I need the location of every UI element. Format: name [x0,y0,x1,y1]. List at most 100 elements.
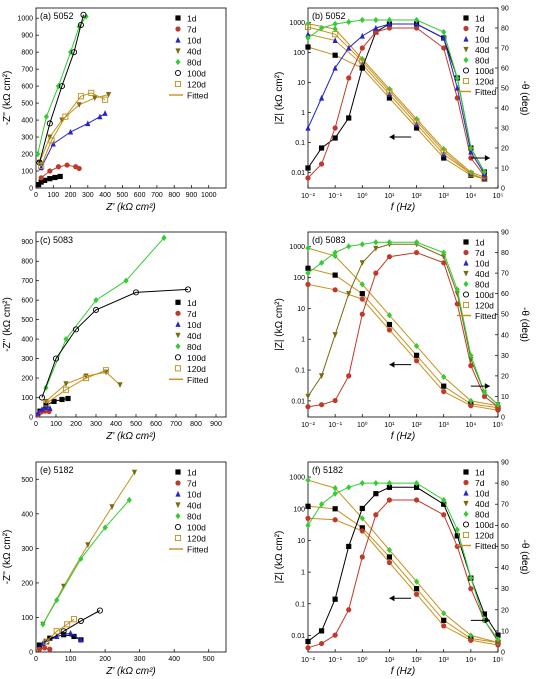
impedance-point-120d [467,170,474,177]
data-point-100d [77,21,84,29]
impedance-point-1d [305,44,311,50]
phase-point-7d [305,645,311,651]
y-tick-label: 1 [301,110,305,117]
panel-title: (b) 5052 [312,11,346,21]
y2-tick-label: 90 [501,230,509,237]
x-tick-label: 10³ [439,657,450,664]
legend-marker-40d [175,502,181,509]
data-point-100d [70,49,78,56]
phase-point-7d [413,497,420,503]
y-tick-label: 600 [21,298,33,305]
legend-label-120d: 120d [187,534,206,544]
phase-point-7d [454,301,460,307]
phase-point-80d [332,20,338,28]
y-tick-label: 300 [21,356,33,363]
impedance-point-120d [304,23,312,31]
legend-marker-1d [463,15,469,21]
data-point-10d [50,140,56,147]
legend-marker-10d [463,489,469,496]
y2-tick-label: 0 [501,186,505,193]
phase-point-80d [495,636,501,643]
data-point-40d [83,373,89,380]
y-tick-label: 0 [29,186,33,193]
phase-fit-80d [307,19,485,173]
y-tick-label: 100 [21,395,33,402]
data-point-120d [88,89,95,96]
data-point-1d [38,179,44,185]
y-tick-label: 600 [21,84,33,91]
x-tick-label: 600 [150,421,162,428]
phase-point-7d [332,125,338,131]
data-point-10d [85,120,91,127]
fit-line-80d [45,237,165,388]
data-point-100d [184,286,192,293]
y2-tick-label: 10 [501,628,509,635]
legend-marker-100d [174,523,182,531]
y-tick-label: 10 [297,538,305,545]
phase-point-7d [441,512,447,518]
data-point-100d [46,120,53,127]
phase-point-80d [454,286,460,293]
plot-frame [35,231,227,418]
data-point-7d [36,646,43,652]
x-tick-label: 500 [203,656,215,663]
x-tick-label: 10⁴ [465,193,476,200]
phase-point-1d [413,484,420,490]
legend-marker-100d [174,69,182,77]
x-tick-label: 10² [412,657,423,664]
impedance-point-10d [332,37,338,43]
phase-point-7d [305,404,311,410]
data-point-1d [57,173,63,180]
impedance-point-7d [305,281,311,287]
legend-label-Fitted: Fitted [187,545,209,555]
phase-point-80d [359,241,365,248]
phase-point-80d [413,239,420,246]
legend-label-7d: 7d [475,24,485,34]
phase-point-7d [386,254,393,260]
impedance-point-7d [441,623,447,629]
legend-marker-7d [463,249,469,256]
x-tick-label: 10⁻² [301,657,315,664]
data-point-120d [53,628,60,635]
legend-label-40d: 40d [475,269,489,279]
phase-point-1d [305,638,311,645]
phase-arrow-head [484,383,490,390]
x-tick-label: 400 [110,421,122,428]
x-tick-label: 10⁻² [301,193,315,200]
y2-tick-label: 20 [501,373,509,380]
legend-marker-7d [463,25,469,32]
phase-point-1d [346,543,352,550]
legend-marker-10d [175,36,181,43]
data-point-100d [52,355,60,362]
phase-fit-40d [307,243,499,406]
fit-line-100d [41,288,189,398]
y-tick-label: 500 [21,317,33,324]
legend-label-80d: 80d [475,280,489,290]
legend-marker-120d [174,534,182,542]
data-point-40d [36,159,43,166]
legend-label-80d: 80d [475,510,489,520]
y-tick-label: 0.1 [295,140,305,147]
y-tick-label: 0 [29,415,33,422]
phase-point-7d [346,373,352,379]
panel-e: 0 100 200 300 400 500 0 100 200 300 400 500 (e) 5182… [2,461,227,677]
phase-point-80d [305,522,311,529]
impedance-point-80d [468,397,474,404]
legend-label-Fitted: Fitted [187,375,209,385]
y-axis-label: |Z| (kΩ cm²) [274,531,285,584]
y2-tick-label: 50 [501,544,509,551]
panel-title: (c) 5083 [40,235,73,245]
data-point-40d [92,95,98,102]
y2-tick-label: 20 [501,146,509,153]
y-tick-label: 1000 [289,20,305,27]
legend-marker-120d [462,77,470,85]
phase-point-40d [359,260,365,266]
impedance-point-1d [441,155,447,161]
phase-point-1d [454,533,460,539]
x-tick-label: 200 [99,656,111,663]
phase-point-80d [468,352,474,359]
phase-point-80d [373,16,379,24]
y-tick-label: 500 [21,101,33,108]
y-axis-label: |Z| (kΩ cm²) [274,298,285,351]
phase-point-10d [359,32,365,39]
